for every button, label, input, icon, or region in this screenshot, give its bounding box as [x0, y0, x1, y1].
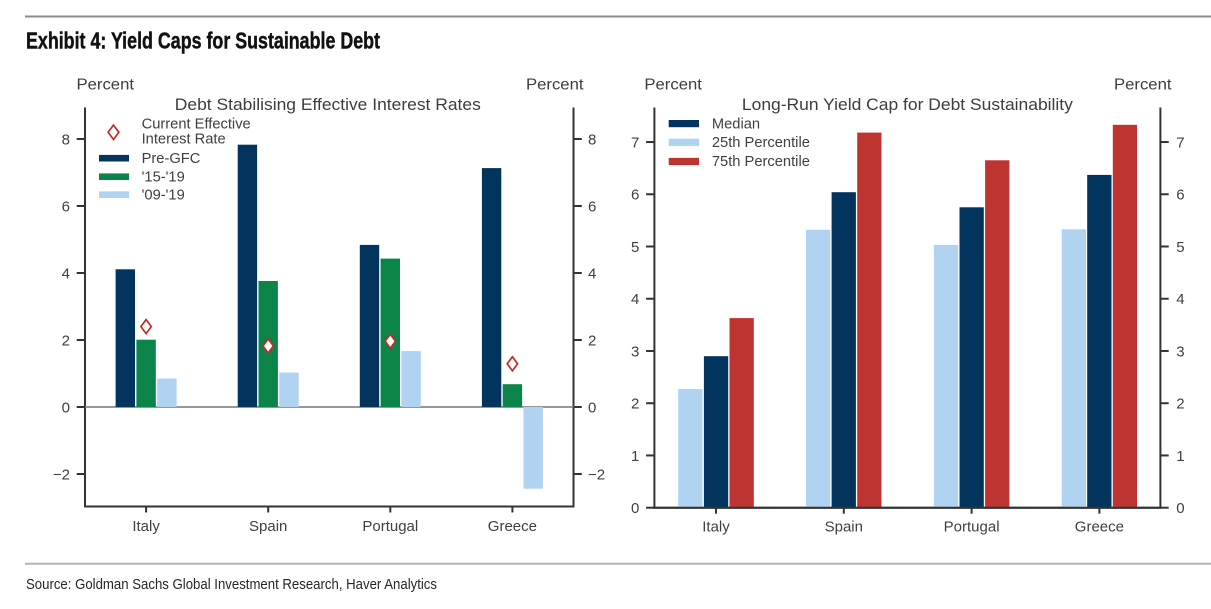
svg-text:1: 1	[1176, 448, 1184, 465]
svg-text:7: 7	[631, 134, 639, 151]
svg-text:5: 5	[1176, 239, 1184, 256]
svg-text:0: 0	[588, 399, 596, 416]
svg-text:0: 0	[1176, 500, 1184, 517]
svg-text:−2: −2	[53, 466, 70, 483]
svg-text:3: 3	[631, 343, 639, 360]
svg-text:6: 6	[1176, 187, 1184, 204]
svg-text:Exhibit 4: Yield Caps for Sust: Exhibit 4: Yield Caps for Sustainable De…	[26, 28, 380, 54]
svg-text:Spain: Spain	[825, 519, 863, 536]
svg-text:Greece: Greece	[1075, 519, 1124, 536]
svg-text:−2: −2	[588, 466, 605, 483]
svg-text:2: 2	[588, 332, 596, 349]
svg-text:3: 3	[1176, 343, 1184, 360]
svg-text:6: 6	[62, 198, 70, 215]
svg-text:0: 0	[631, 500, 639, 517]
svg-text:8: 8	[62, 131, 70, 148]
svg-text:Portugal: Portugal	[362, 518, 418, 535]
svg-text:Long-Run Yield Cap for Debt Su: Long-Run Yield Cap for Debt Sustainabili…	[742, 95, 1074, 114]
svg-text:Interest Rate: Interest Rate	[142, 132, 226, 148]
svg-text:4: 4	[631, 291, 639, 308]
svg-text:Percent: Percent	[77, 77, 135, 94]
svg-text:Debt Stabilising Effective Int: Debt Stabilising Effective Interest Rate…	[175, 95, 481, 114]
svg-text:'09-'19: '09-'19	[142, 188, 185, 204]
svg-text:Current Effective: Current Effective	[142, 117, 251, 133]
svg-text:Percent: Percent	[526, 77, 584, 94]
svg-text:Greece: Greece	[488, 518, 537, 535]
svg-text:2: 2	[1176, 396, 1184, 413]
svg-text:Spain: Spain	[249, 518, 287, 535]
svg-text:8: 8	[588, 131, 596, 148]
svg-text:4: 4	[62, 265, 70, 282]
svg-text:Percent: Percent	[1114, 77, 1172, 94]
svg-text:2: 2	[62, 332, 70, 349]
svg-text:6: 6	[588, 198, 596, 215]
svg-text:'15-'19: '15-'19	[142, 170, 185, 186]
svg-text:5: 5	[631, 239, 639, 256]
svg-text:25th Percentile: 25th Percentile	[712, 135, 810, 151]
svg-text:Pre-GFC: Pre-GFC	[142, 151, 201, 167]
svg-text:4: 4	[588, 265, 596, 282]
svg-text:75th Percentile: 75th Percentile	[712, 154, 810, 170]
svg-text:Italy: Italy	[702, 519, 730, 536]
svg-text:4: 4	[1176, 291, 1184, 308]
svg-text:2: 2	[631, 396, 639, 413]
svg-text:Italy: Italy	[132, 518, 160, 535]
svg-text:6: 6	[631, 187, 639, 204]
svg-text:0: 0	[62, 399, 70, 416]
svg-text:7: 7	[1176, 134, 1184, 151]
svg-text:Portugal: Portugal	[944, 519, 1000, 536]
svg-text:1: 1	[631, 448, 639, 465]
svg-text:Source: Goldman Sachs Global I: Source: Goldman Sachs Global Investment …	[26, 576, 437, 593]
svg-text:Median: Median	[712, 116, 760, 132]
svg-text:Percent: Percent	[644, 77, 702, 94]
